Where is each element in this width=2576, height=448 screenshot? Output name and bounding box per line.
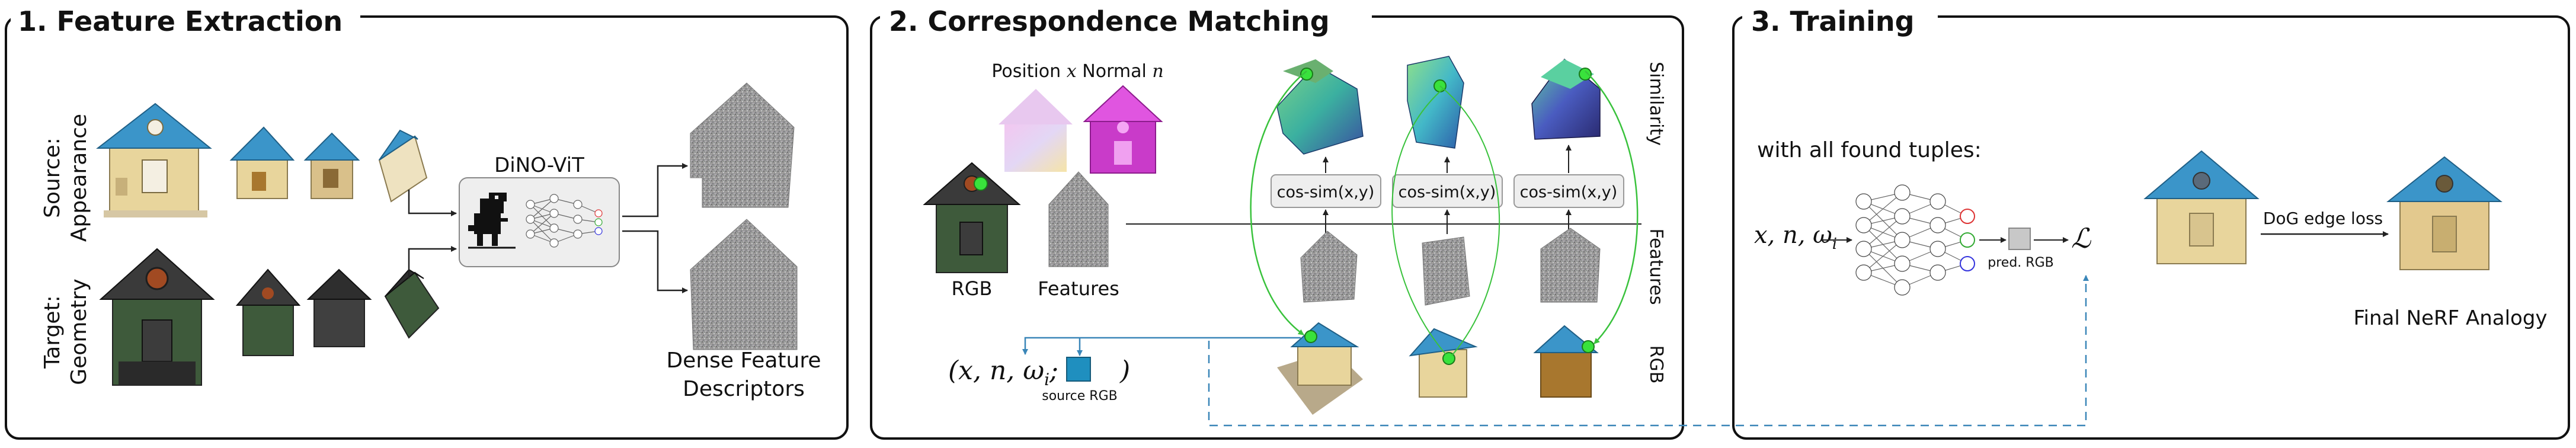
panel-3-border	[1732, 15, 2570, 440]
loss-symbol: ℒ	[2071, 222, 2091, 254]
position-label: Position x	[991, 61, 1076, 82]
green-link-right	[1585, 71, 1639, 344]
svg-text:cos-sim(x,y): cos-sim(x,y)	[1520, 183, 1618, 201]
dog-edge-loss-label: DoG edge loss	[2263, 209, 2383, 228]
svg-text:cos-sim(x,y): cos-sim(x,y)	[1277, 183, 1375, 201]
position-map-image	[999, 89, 1073, 172]
panel-3-title: 3. Training	[1751, 5, 1915, 37]
source-view-4	[378, 129, 428, 203]
source-house-image	[96, 103, 212, 217]
similarity-map-1	[1276, 59, 1364, 155]
side-label-similarity: Similarity	[1646, 62, 1666, 146]
side-label-features: Features	[1646, 229, 1666, 305]
nerf-mlp-icon	[1855, 184, 1975, 296]
source-view-2	[229, 126, 295, 199]
panel-1-title-bg	[11, 5, 360, 31]
panel-1-title: 1. Feature Extraction	[18, 5, 343, 37]
target-view-3	[306, 268, 372, 347]
panel-feature-extraction: 1. Feature Extraction Source: Appearance…	[5, 5, 849, 440]
pred-rgb-swatch	[2008, 228, 2031, 250]
cos-sim-box-3: cos-sim(x,y)	[1513, 174, 1624, 208]
target-features-map	[1048, 171, 1109, 267]
source-view-3	[303, 132, 360, 199]
source-label-line2: Appearance	[67, 114, 91, 242]
dinosaur-icon	[468, 193, 508, 246]
training-source-house	[2143, 150, 2260, 264]
panel-2-title-bg	[880, 5, 1372, 31]
pred-rgb-label: pred. RGB	[1988, 255, 2053, 270]
final-nerf-label: Final NeRF Analogy	[2353, 306, 2547, 330]
source-rgb-label: source RGB	[1042, 389, 1117, 404]
similarity-peak-3	[1579, 68, 1592, 81]
arrow-source-to-model	[408, 190, 457, 216]
similarity-peak-1	[1300, 68, 1313, 81]
panel-3-title-bg	[1742, 5, 1938, 31]
arrow-model-to-target-features	[622, 230, 688, 293]
dino-vit-label: DiNO-ViT	[494, 153, 584, 177]
side-label-rgb: RGB	[1646, 345, 1666, 384]
source-label-line1: Source:	[40, 137, 65, 218]
source-features-map-3	[1540, 228, 1601, 303]
match-point-1	[1304, 330, 1317, 343]
panel-2-title: 2. Correspondence Matching	[889, 5, 1330, 37]
target-view-4	[384, 268, 440, 339]
panel-training: 3. Training with all found tuples: x, n,…	[1732, 5, 2570, 440]
svg-text:cos-sim(x,y): cos-sim(x,y)	[1399, 183, 1496, 201]
correspondence-tuple: (x, n, ωi; ) source RGB	[948, 356, 1130, 404]
query-point-marker	[974, 177, 988, 191]
cos-sim-box-2: cos-sim(x,y)	[1392, 174, 1503, 208]
arrow-target-to-model	[408, 246, 457, 279]
green-link-left	[1250, 71, 1307, 336]
target-label-line2: Geometry	[67, 279, 91, 385]
target-label-line1: Target:	[40, 295, 65, 369]
source-features-map-2	[1422, 236, 1470, 306]
rgb-target-house	[923, 162, 1021, 273]
source-rgb-view-2	[1409, 328, 1478, 398]
target-house-image	[99, 248, 215, 386]
source-rgb-swatch	[1066, 357, 1091, 382]
vit-network-icon	[526, 194, 603, 248]
panel-correspondence-matching: 2. Correspondence Matching Position x No…	[870, 5, 1684, 440]
normal-label: Normal n	[1082, 61, 1163, 82]
normal-map-image	[1083, 85, 1163, 174]
rgb-label: RGB	[952, 277, 993, 300]
found-tuples-label: with all found tuples:	[1757, 138, 1982, 162]
green-link-middle-left	[1439, 85, 1500, 356]
green-link-middle-right	[1391, 88, 1447, 355]
blue-arrow-to-tuple	[1022, 337, 1301, 355]
features-label: Features	[1038, 277, 1119, 300]
source-features-map-1	[1300, 231, 1358, 303]
target-feature-map	[690, 219, 798, 350]
similarity-map-3	[1531, 58, 1601, 140]
target-view-2	[235, 268, 301, 356]
source-rgb-view-3	[1533, 325, 1599, 398]
panel-1-border	[5, 15, 849, 440]
svg-text:(x, n, ωi;: (x, n, ωi;	[948, 356, 1058, 389]
dense-feature-label-1: Dense Feature	[666, 348, 821, 373]
final-nerf-house	[2386, 156, 2503, 270]
dense-feature-label-2: Descriptors	[683, 377, 805, 401]
svg-text:): )	[1119, 356, 1130, 386]
match-point-3	[1582, 340, 1595, 353]
source-rgb-view-1	[1277, 322, 1363, 415]
cos-sim-box-1: cos-sim(x,y)	[1271, 174, 1381, 208]
similarity-map-2	[1407, 56, 1464, 149]
source-feature-map	[690, 82, 795, 208]
arrow-model-to-source-features	[622, 163, 688, 217]
training-input-vars: x, n, ωi	[1754, 222, 1837, 253]
dino-vit-block: DiNO-ViT	[459, 153, 620, 267]
